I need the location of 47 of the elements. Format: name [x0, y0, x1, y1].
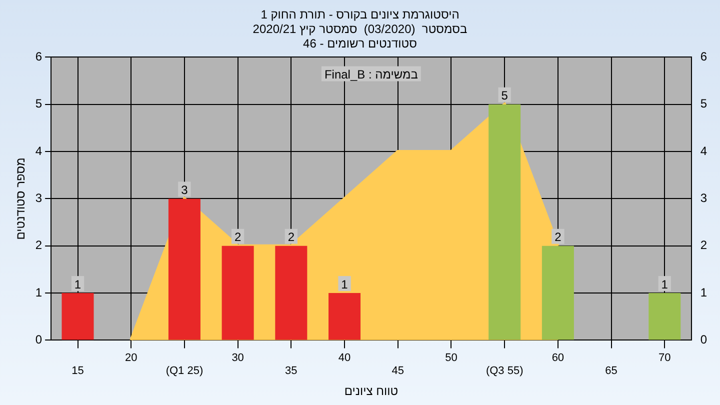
data-label: 1 [661, 277, 668, 292]
x-tick-label: 20 [124, 352, 138, 364]
y-tick-label: 3 [35, 191, 42, 206]
bar [328, 293, 361, 340]
bar [222, 246, 254, 340]
data-label: 1 [74, 277, 82, 292]
x-tick-label: 65 [605, 365, 618, 378]
bar [488, 104, 521, 340]
y-tick-label: 2 [35, 238, 42, 252]
x-tick-label: (Q3 55) [486, 365, 524, 378]
annotation: במשימה : Final_B [324, 68, 418, 82]
bar [648, 293, 681, 340]
chart-subtitle: בסמסטר (03/2020) סמסטר קיץ 2020/21 סטודנטים רשומים - 46 [252, 22, 468, 50]
x-tick-label: 30 [232, 352, 244, 364]
y2-tick-label: 4 [700, 144, 708, 158]
y-tick-label: 5 [35, 96, 42, 111]
chart-title: היסטוגרמת ציונים בקורס - תורת החוק 1 [260, 8, 460, 22]
x-tick-label: 15 [72, 365, 84, 378]
bar [542, 246, 574, 340]
y-axis-title: מספר סטודנטים [14, 158, 28, 240]
x-axis-title: טווח ציונים [344, 384, 398, 398]
bar [168, 198, 200, 340]
data-label: 2 [554, 230, 562, 244]
bar [62, 293, 94, 340]
x-tick-label: 50 [445, 352, 458, 364]
y2-tick-label: 5 [700, 96, 708, 111]
y-tick-label: 1 [35, 285, 42, 300]
y2-tick-label: 1 [700, 285, 708, 300]
y2-tick-label: 0 [700, 332, 708, 347]
x-tick-label: 70 [658, 352, 671, 364]
bar [275, 246, 308, 340]
data-label: 3 [181, 183, 188, 198]
x-tick-label: 45 [392, 365, 404, 378]
y-tick-label: 4 [35, 144, 42, 158]
x-tick-label: 35 [285, 365, 298, 378]
x-tick-label: 60 [552, 352, 564, 364]
data-label: 2 [288, 230, 295, 244]
x-tick-label: (Q1 25) [166, 365, 204, 378]
y2-tick-label: 6 [700, 50, 708, 64]
data-label: 2 [234, 230, 242, 244]
y2-tick-label: 3 [700, 191, 708, 206]
y2-tick-label: 2 [700, 238, 708, 252]
data-label: 5 [501, 88, 508, 103]
x-tick-label: 40 [338, 352, 351, 364]
data-label: 1 [341, 277, 348, 292]
y-tick-label: 6 [35, 50, 42, 64]
y-tick-label: 0 [35, 332, 42, 347]
